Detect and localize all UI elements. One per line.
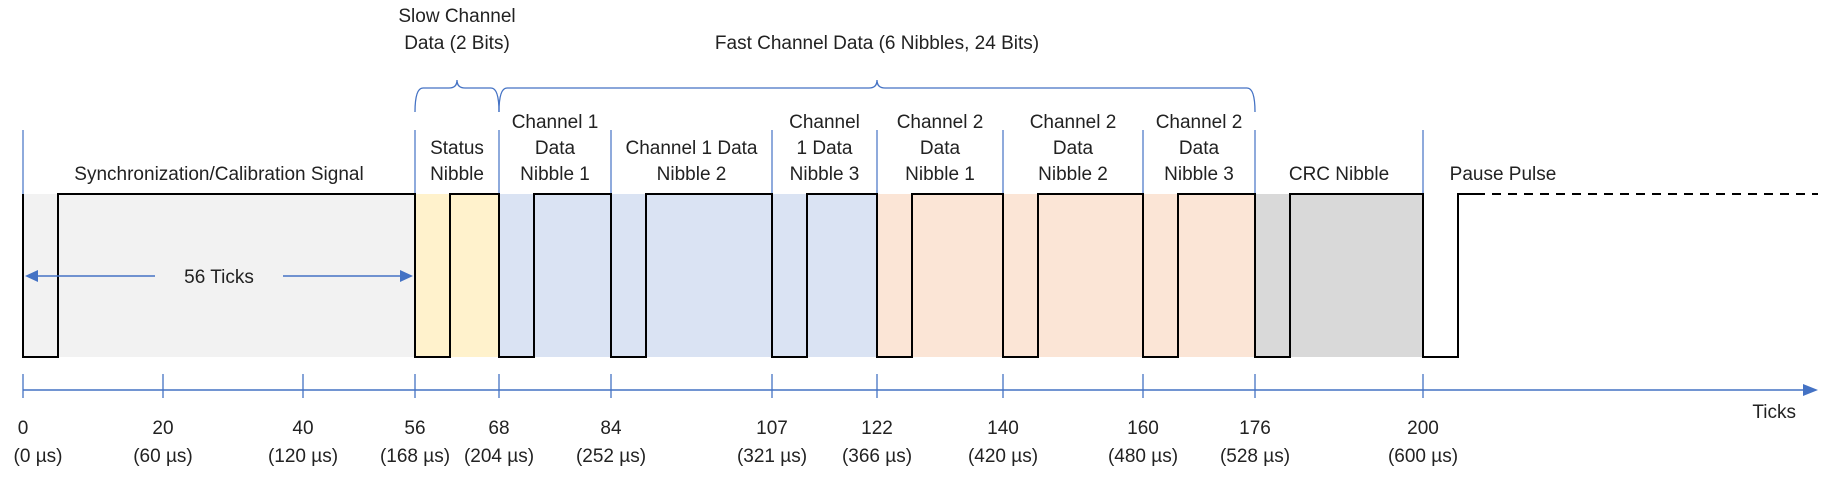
- axis-label: Ticks: [1752, 402, 1796, 423]
- slow-channel-label: Data (2 Bits): [404, 33, 510, 54]
- segment-label-ch1n1: Channel 1: [512, 112, 599, 133]
- segment-labels: Synchronization/Calibration Signal Status…: [74, 112, 1556, 185]
- segment-label-ch2n1: Nibble 1: [905, 164, 975, 185]
- axis-tick-time: (168 µs): [380, 446, 450, 467]
- segment-dividers: [22, 130, 1424, 194]
- axis-tick-time: (528 µs): [1220, 446, 1290, 467]
- segment-label-ch1n3: Channel: [789, 112, 860, 133]
- arrowhead-left-icon: [25, 270, 38, 282]
- axis-tick-value: 56: [404, 418, 425, 439]
- axis-tick-value: 140: [987, 418, 1019, 439]
- segment-label-ch1n1: Data: [535, 138, 576, 159]
- tick-axis: Ticks 0 (0 µs) 20 (60 µs) 40 (120 µs) 56 (168 µs…: [14, 374, 1818, 467]
- sync-width-indicator: 56 Ticks: [25, 267, 413, 288]
- segment-label-ch2n2: Nibble 2: [1038, 164, 1108, 185]
- axis-tick-time: (600 µs): [1388, 446, 1458, 467]
- segment-label-status: Status: [430, 138, 484, 159]
- fast-channel-label: Fast Channel Data (6 Nibbles, 24 Bits): [715, 33, 1039, 54]
- axis-tick-value: 0: [18, 418, 29, 439]
- segment-label-status: Nibble: [430, 164, 484, 185]
- axis-tick-time: (480 µs): [1108, 446, 1178, 467]
- signal-line: [22, 193, 1476, 358]
- axis-tick-time: (204 µs): [464, 446, 534, 467]
- segment-fill-ch2n1: [877, 194, 1003, 357]
- segment-fill-ch1n2: [611, 194, 772, 357]
- segment-label-crc: CRC Nibble: [1289, 164, 1389, 185]
- axis-tick-time: (252 µs): [576, 446, 646, 467]
- segment-fill-crc: [1255, 194, 1423, 357]
- axis-tick-time: (120 µs): [268, 446, 338, 467]
- axis-tick-time: (60 µs): [133, 446, 193, 467]
- axis-tick-value: 107: [756, 418, 788, 439]
- axis-tick-value: 160: [1127, 418, 1159, 439]
- fast-channel-brace: [498, 79, 1256, 113]
- segment-label-ch1n1: Nibble 1: [520, 164, 590, 185]
- segment-label-ch2n1: Channel 2: [897, 112, 984, 133]
- segment-fill-ch2n2: [1003, 194, 1143, 357]
- axis-tick-value: 122: [861, 418, 893, 439]
- segment-fill-ch1n1: [499, 194, 611, 357]
- axis-tick-value: 40: [292, 418, 313, 439]
- segment-label-ch1n2: Channel 1 Data: [625, 138, 757, 159]
- axis-tick-value: 176: [1239, 418, 1271, 439]
- segment-label-ch2n3: Channel 2: [1156, 112, 1243, 133]
- segment-label-ch2n2: Channel 2: [1030, 112, 1117, 133]
- segment-label-ch2n3: Nibble 3: [1164, 164, 1234, 185]
- axis-tick-time: (321 µs): [737, 446, 807, 467]
- axis-arrowhead-icon: [1803, 384, 1818, 396]
- segment-label-ch1n3: Nibble 3: [790, 164, 860, 185]
- slow-channel-label: Slow Channel: [398, 6, 515, 27]
- axis-tick-time: (0 µs): [14, 446, 63, 467]
- segment-fill-status: [415, 194, 499, 357]
- segment-label-sync: Synchronization/Calibration Signal: [74, 164, 363, 185]
- segment-fill-ch1n3: [772, 194, 877, 357]
- segment-label-ch2n1: Data: [920, 138, 961, 159]
- axis-tick-time: (420 µs): [968, 446, 1038, 467]
- axis-tick-value: 200: [1407, 418, 1439, 439]
- axis-tick-value: 20: [152, 418, 173, 439]
- segment-label-ch2n3: Data: [1179, 138, 1220, 159]
- segment-label-pause: Pause Pulse: [1450, 164, 1557, 185]
- axis-tick-value: 84: [600, 418, 622, 439]
- slow-channel-brace: [414, 79, 500, 113]
- segment-label-ch1n3: 1 Data: [797, 138, 853, 159]
- segment-label-ch1n2: Nibble 2: [657, 164, 727, 185]
- segment-fills: [23, 194, 1423, 357]
- axis-tick-time: (366 µs): [842, 446, 912, 467]
- channel-braces: Slow Channel Data (2 Bits) Fast Channel Da…: [398, 6, 1256, 113]
- segment-label-ch2n2: Data: [1053, 138, 1094, 159]
- axis-tick-value: 68: [488, 418, 509, 439]
- sync-width-label: 56 Ticks: [184, 267, 254, 288]
- segment-fill-ch2n3: [1143, 194, 1255, 357]
- arrowhead-right-icon: [400, 270, 413, 282]
- signal-waveform: [22, 193, 1818, 358]
